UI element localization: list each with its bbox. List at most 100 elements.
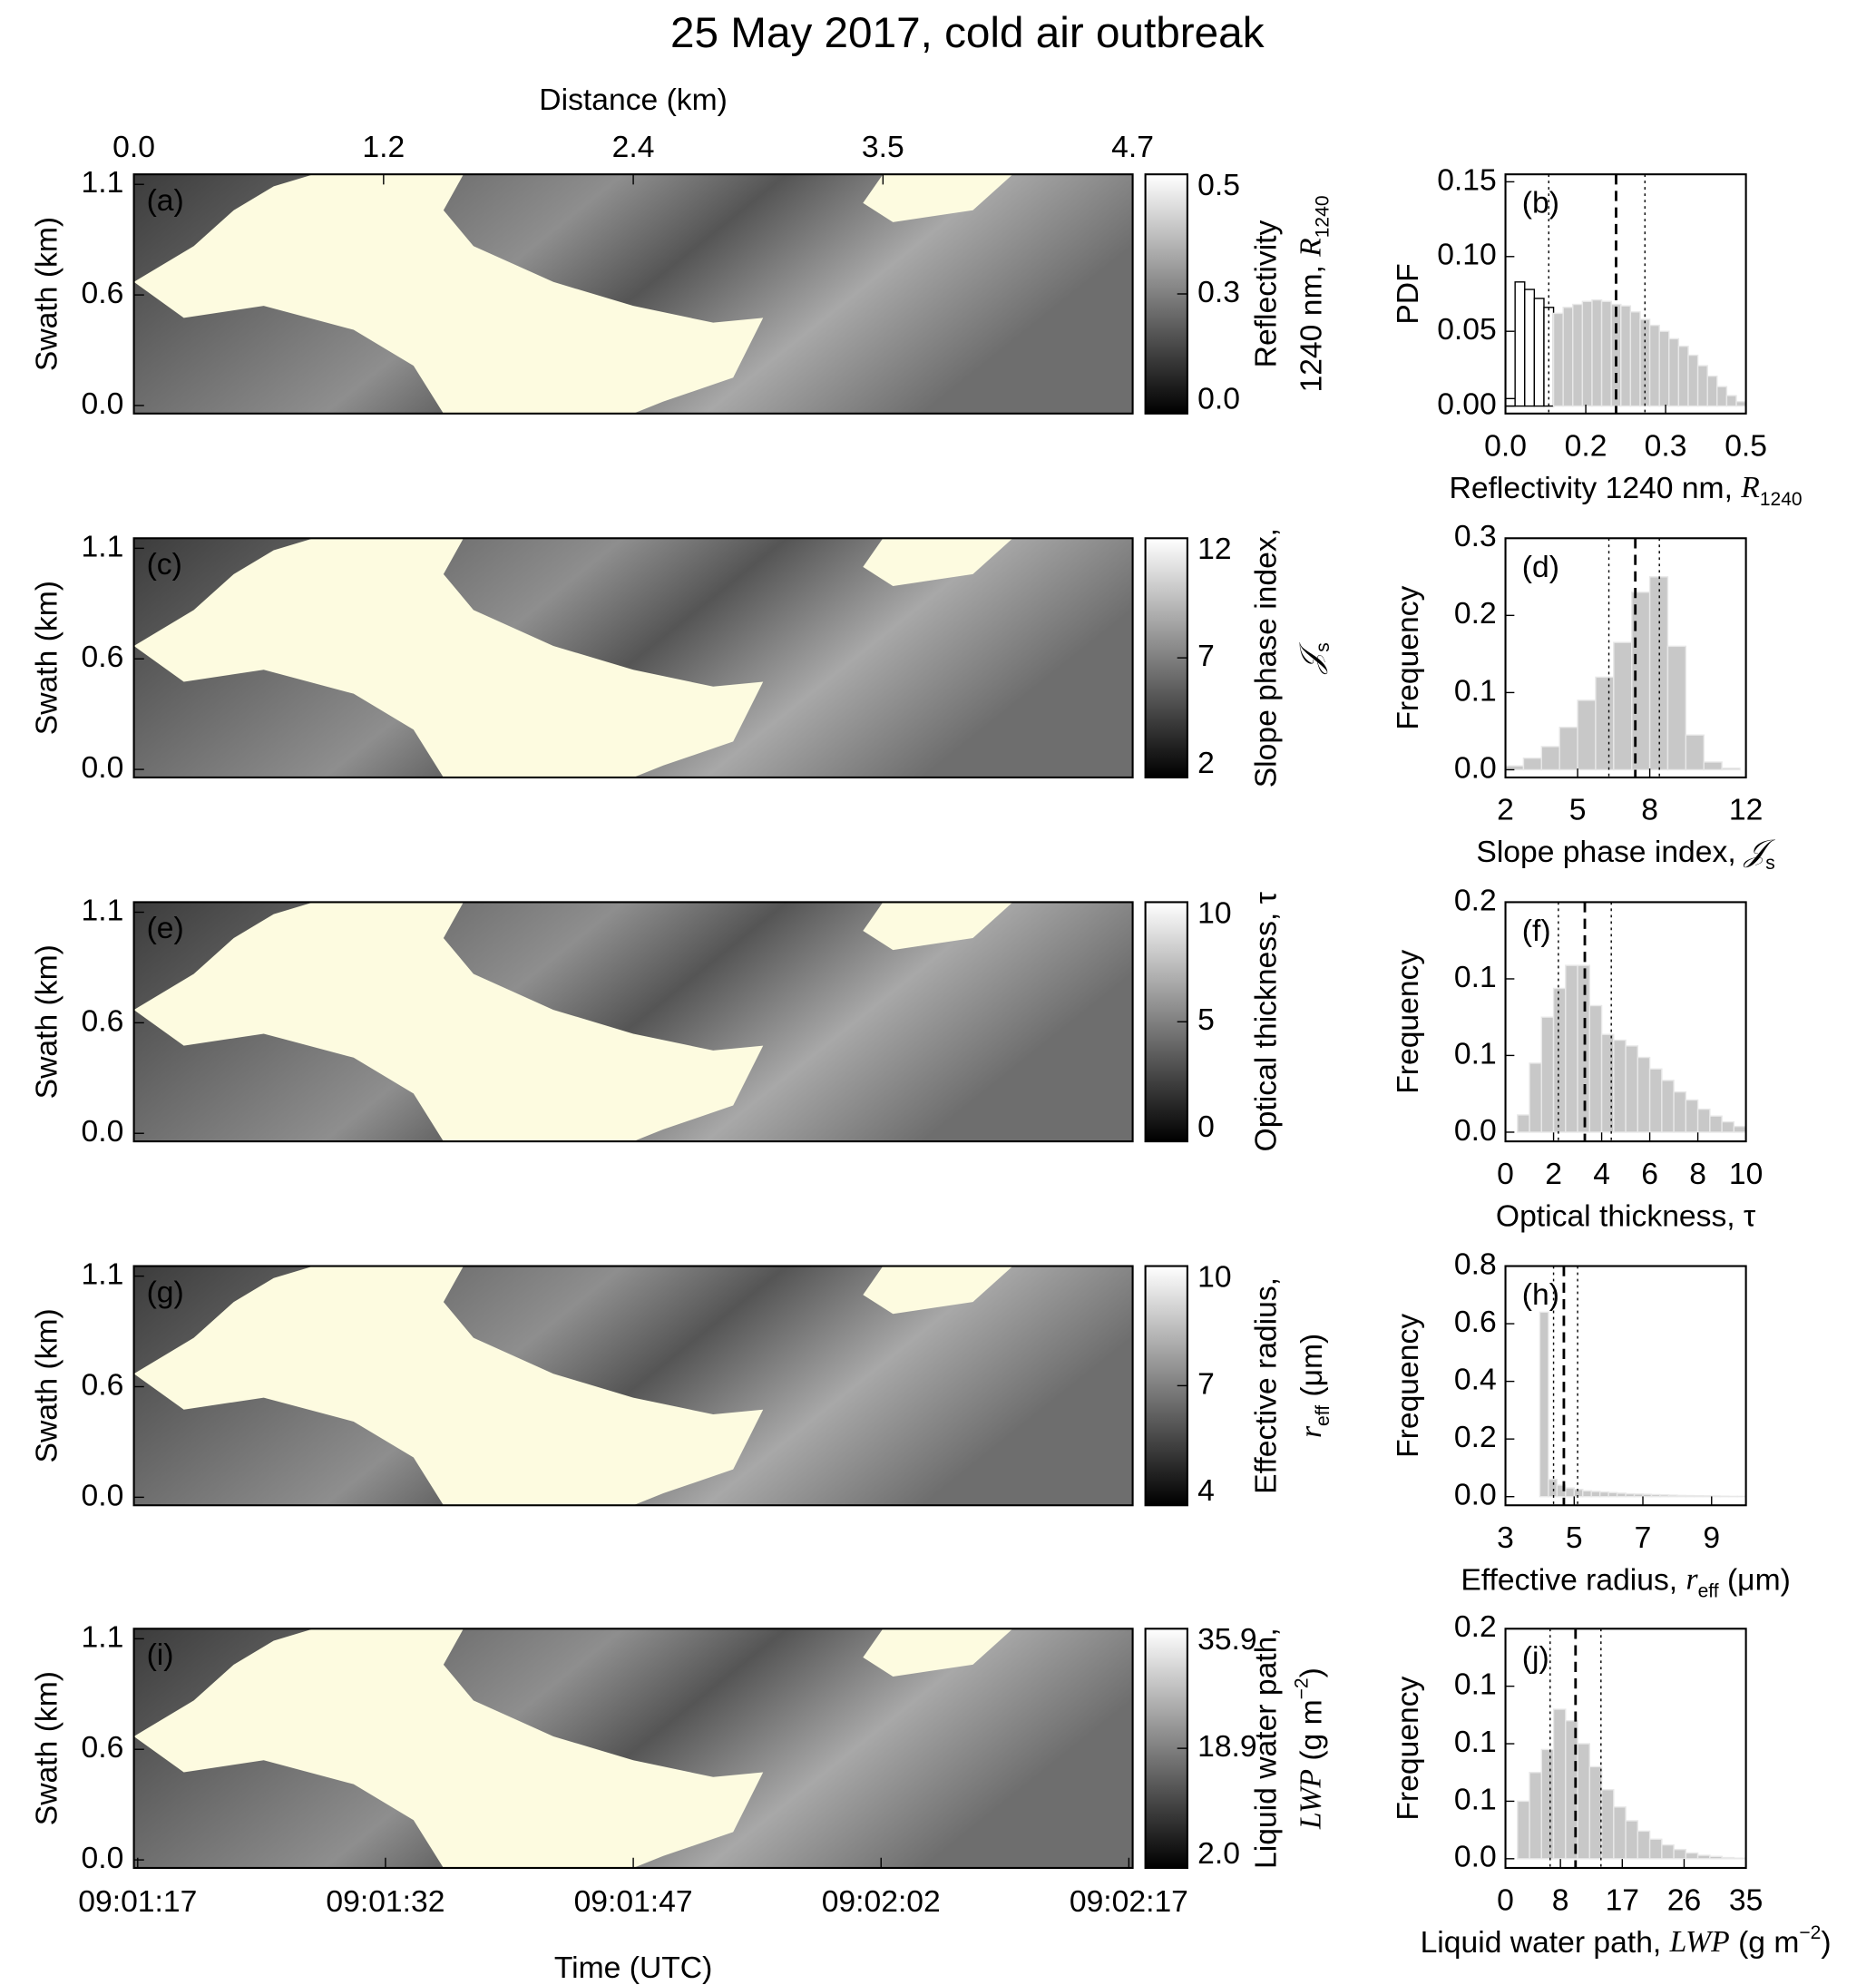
histogram-bar: [1588, 1765, 1603, 1860]
y-tick-label: 0.6: [82, 1368, 124, 1402]
histogram-bar: [1637, 1056, 1651, 1133]
histogram-bar: [1677, 345, 1689, 407]
y-axis-label: Frequency: [1392, 950, 1425, 1094]
clear-sky-region: [863, 174, 1013, 222]
colorbar-label: Liquid water path,: [1249, 1628, 1283, 1869]
y-tick-label: 0.1: [1454, 1726, 1497, 1759]
histogram-bar: [1607, 1491, 1618, 1498]
y-tick-label: 0.0: [82, 1842, 124, 1875]
panel-label: (a): [147, 184, 184, 218]
histogram-bar: [1721, 1120, 1735, 1133]
histogram-bar: [1650, 1493, 1661, 1498]
figure-title: 25 May 2017, cold air outbreak: [670, 9, 1265, 57]
x-tick-label: 09:01:47: [574, 1885, 693, 1919]
panel-label: (d): [1522, 551, 1559, 584]
label-part: Effective radius,: [1249, 1277, 1283, 1494]
histogram-bar: [1661, 1843, 1675, 1860]
colorbar-tick-label: 12: [1197, 533, 1231, 566]
y-tick-label: 1.1: [82, 894, 124, 927]
clear-sky-region: [133, 902, 764, 1142]
x-tick-label: 8: [1552, 1884, 1569, 1918]
histogram-bar: [1591, 298, 1603, 407]
y-tick-label: 0.0: [82, 1479, 124, 1512]
clear-sky-region: [863, 1628, 1013, 1677]
histogram-bar: [1659, 1494, 1670, 1498]
histogram-bar: [1590, 1491, 1601, 1498]
y-tick-label: 0.6: [1454, 1305, 1497, 1339]
histogram-frame: [1504, 901, 1747, 1143]
colorbar-label: reff (μm): [1294, 1334, 1333, 1438]
histogram-frame: [1504, 537, 1747, 779]
histogram-bar: [1613, 641, 1633, 771]
x-tick-label: 10: [1729, 1158, 1763, 1191]
histogram-bar: [1565, 1719, 1578, 1860]
histogram-bar: [1733, 1125, 1747, 1133]
x-tick-label: 2: [1545, 1158, 1562, 1191]
x-axis-label: Optical thickness, τ: [1496, 1199, 1756, 1233]
y-tick-label: 0.8: [1454, 1247, 1497, 1281]
x-tick-label: 09:01:17: [78, 1885, 197, 1919]
histogram-bar: [1685, 1099, 1699, 1133]
histogram-bar: [1667, 1494, 1678, 1498]
x-tick-label: 09:02:02: [822, 1885, 941, 1919]
histogram-bar: [1696, 365, 1708, 407]
label-part: Slope phase index,: [1476, 836, 1744, 869]
histogram-bar: [1673, 1090, 1687, 1133]
y-tick-label: 0.4: [1454, 1364, 1497, 1397]
x-tick-label: 2: [1497, 794, 1514, 827]
panel-label: (h): [1522, 1278, 1559, 1312]
histogram-bar: [1522, 758, 1543, 771]
y-axis-label: Swath (km): [30, 217, 64, 371]
colorbar-tick-label: 2: [1197, 747, 1215, 780]
histogram-bar: [1565, 964, 1578, 1133]
label-part: Reflectivity: [1249, 220, 1283, 367]
histogram-bar: [1524, 288, 1536, 407]
x-tick-label: 5: [1566, 1521, 1583, 1555]
label-part: r: [1686, 1562, 1699, 1596]
histogram-bar: [1637, 1830, 1651, 1860]
histogram-bar: [1694, 1495, 1704, 1498]
label-part: ): [1821, 1926, 1831, 1960]
histogram-bar: [1706, 375, 1718, 407]
histogram-bar: [1661, 1080, 1675, 1133]
y-tick-label: 0.1: [1454, 961, 1497, 994]
x-tick-label: 4.7: [1111, 131, 1154, 164]
label-part: s: [1765, 853, 1775, 874]
histogram-bar: [1562, 307, 1574, 407]
x-tick-label: 0.0: [112, 131, 155, 164]
histogram-bar: [1709, 1115, 1723, 1133]
colorbar-tick-label: 10: [1197, 896, 1231, 930]
histogram-bar: [1666, 645, 1687, 771]
x-tick-label: 8: [1641, 794, 1658, 827]
clear-sky-region: [133, 1266, 764, 1506]
histogram-bar: [1709, 1855, 1723, 1860]
histogram-bar: [1598, 1491, 1609, 1498]
panel-label: (g): [147, 1276, 184, 1309]
histogram-frame: [1504, 1628, 1747, 1870]
x-tick-label: 5: [1569, 794, 1587, 827]
label-part: Effective radius,: [1461, 1563, 1685, 1597]
histogram-bar: [1616, 1492, 1627, 1498]
histogram-bar: [1673, 1848, 1687, 1860]
histogram-bar: [1582, 1490, 1592, 1498]
histogram-bar: [1721, 1856, 1735, 1860]
y-tick-label: 0.6: [82, 277, 124, 310]
x-tick-label: 12: [1729, 794, 1763, 827]
y-tick-label: 0.6: [82, 1004, 124, 1038]
x-tick-label: 0.0: [1484, 430, 1527, 464]
label-part: 1240: [1313, 195, 1334, 238]
x-tick-label: 3.5: [862, 131, 904, 164]
colorbar-tick-label: 0.3: [1197, 276, 1240, 309]
colorbar-tick-label: 18.9: [1197, 1730, 1257, 1764]
colorbar-label: LWP (g m−2): [1292, 1667, 1329, 1830]
histogram-bar: [1648, 1838, 1663, 1860]
x-tick-label: 0.3: [1645, 430, 1687, 464]
x-axis-label: Slope phase index, 𝒥s: [1476, 835, 1775, 874]
label-part: LWP: [1669, 1925, 1730, 1959]
label-part: Reflectivity 1240 nm,: [1450, 472, 1742, 505]
x-tick-label: 17: [1606, 1884, 1639, 1918]
colorbar-label: 𝒥s: [1294, 642, 1333, 675]
label-part: Optical thickness, τ: [1496, 1199, 1756, 1233]
y-axis-label: Swath (km): [30, 1671, 64, 1825]
y-tick-label: 0.1: [1454, 1783, 1497, 1816]
